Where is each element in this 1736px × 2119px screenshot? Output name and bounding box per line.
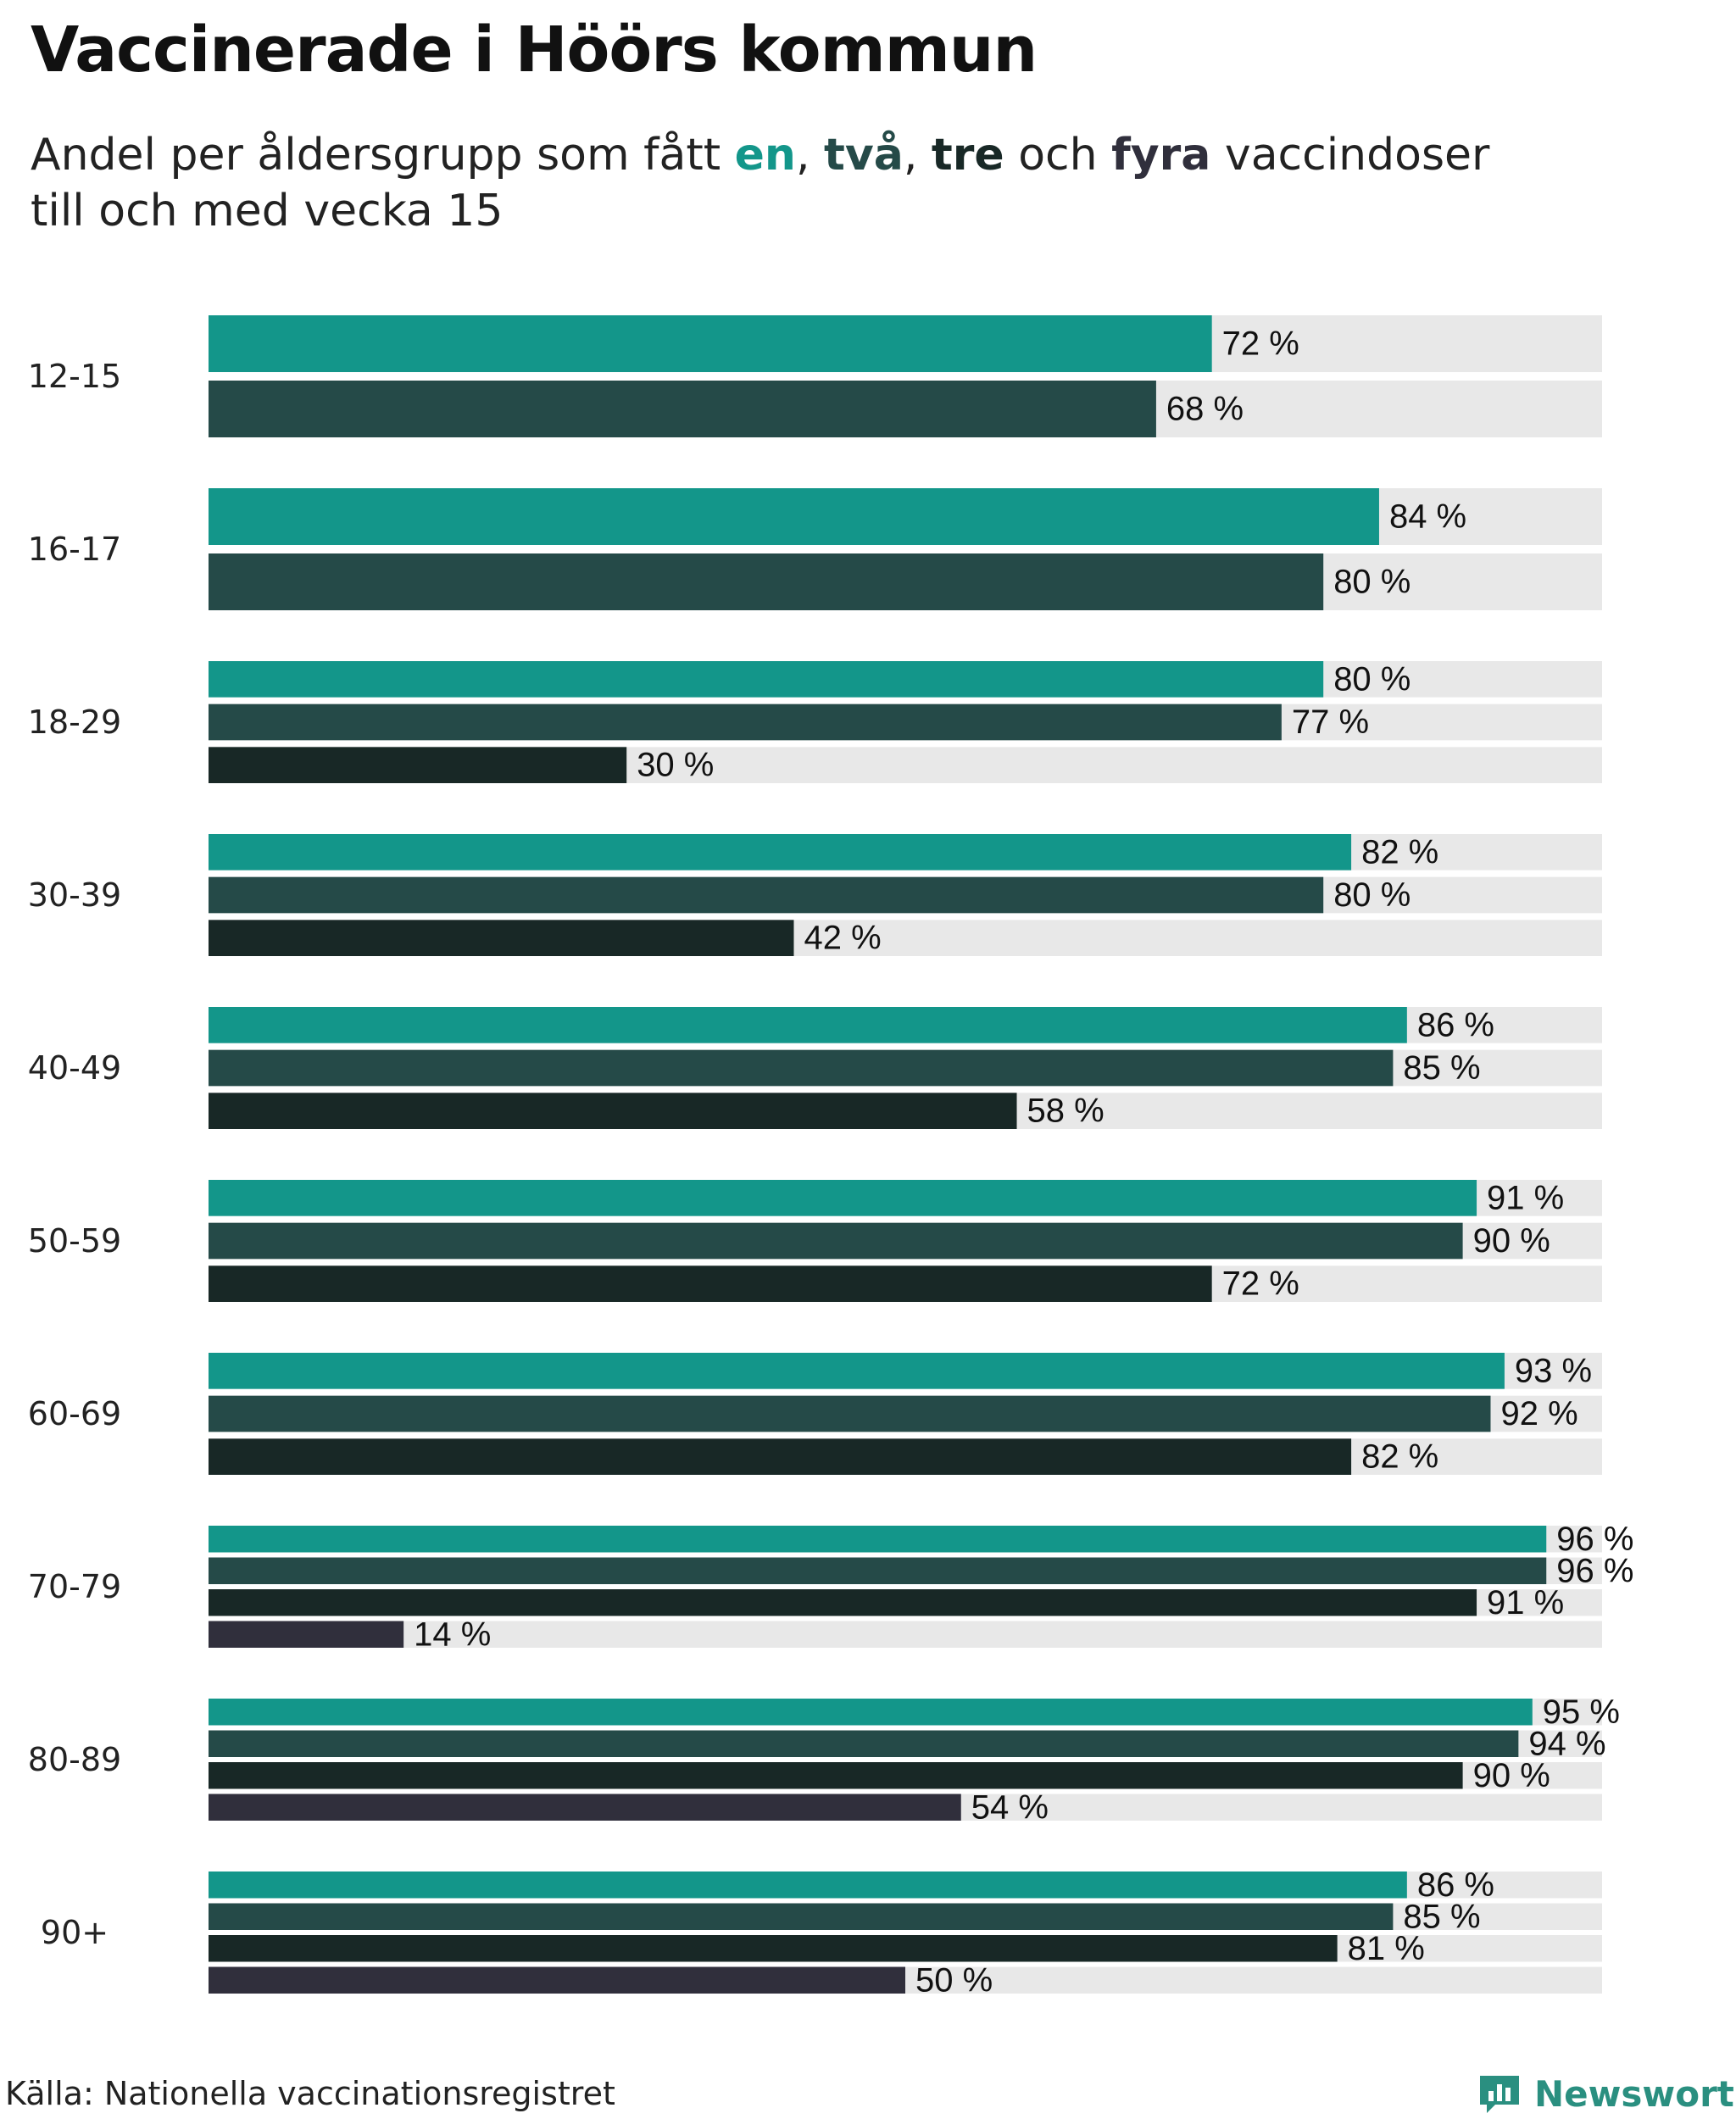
bar-dose-1 xyxy=(209,1180,1477,1216)
bar-dose-1 xyxy=(209,834,1352,870)
bar-dose-2 xyxy=(209,704,1282,741)
bar-dose-3 xyxy=(209,920,794,956)
data-label: 68 % xyxy=(1166,391,1244,428)
category-label: 18-29 xyxy=(28,704,121,741)
data-label: 85 % xyxy=(1403,1898,1480,1935)
category-label: 16-17 xyxy=(28,531,121,568)
bar-dose-1 xyxy=(209,1353,1505,1389)
data-label: 72 % xyxy=(1222,325,1299,363)
brand-name: Newsworthy xyxy=(1534,2072,1736,2115)
bar-dose-2 xyxy=(209,876,1324,914)
data-label: 80 % xyxy=(1333,660,1410,698)
category-label: 90+ xyxy=(41,1914,108,1951)
legend-dose-4: fyra xyxy=(1111,130,1211,181)
subtitle-separator: och xyxy=(1004,130,1112,181)
subtitle-text: vaccindoser xyxy=(1210,130,1490,181)
chart-title: Vaccinerade i Höörs kommun xyxy=(31,14,1038,86)
bar-dose-1 xyxy=(209,488,1379,545)
data-label: 72 % xyxy=(1222,1265,1299,1303)
bar-dose-3 xyxy=(209,1762,1463,1789)
data-label: 54 % xyxy=(971,1788,1049,1826)
data-label: 92 % xyxy=(1500,1395,1577,1432)
chart-subtitle: Andel per åldersgrupp som fått en, två, … xyxy=(31,127,1556,239)
subtitle-text: Andel per åldersgrupp som fått xyxy=(31,130,735,181)
brand-logo: Newsworthy xyxy=(1477,2068,1736,2119)
data-label: 80 % xyxy=(1333,564,1410,601)
bar-dose-2 xyxy=(209,381,1156,437)
bar-dose-2 xyxy=(209,1730,1519,1757)
legend-dose-3: tre xyxy=(931,130,1004,181)
bar-chart: 12-15 72 % 68 % 16-17 84 % 80 % 18-29 80 % 77 % 3… xyxy=(28,315,1633,1999)
data-label: 58 % xyxy=(1027,1093,1104,1130)
category-label: 12-15 xyxy=(28,358,121,395)
category-label: 80-89 xyxy=(28,1741,121,1778)
legend-dose-1: en xyxy=(734,130,796,181)
subtitle-line-2: till och med vecka 15 xyxy=(31,186,504,236)
bar-dose-4 xyxy=(209,1966,905,1994)
data-label: 96 % xyxy=(1556,1552,1633,1589)
data-label: 90 % xyxy=(1473,1757,1550,1794)
data-label: 93 % xyxy=(1515,1352,1592,1389)
bar-dose-2 xyxy=(209,1049,1394,1087)
bar-dose-3 xyxy=(209,747,627,783)
bar-dose-4 xyxy=(209,1794,961,1821)
data-label: 90 % xyxy=(1473,1222,1550,1260)
data-label: 91 % xyxy=(1487,1584,1564,1621)
data-label: 91 % xyxy=(1487,1179,1564,1216)
data-label: 14 % xyxy=(414,1616,491,1653)
bar-dose-1 xyxy=(209,661,1324,698)
category-label: 60-69 xyxy=(28,1395,121,1432)
bar-dose-2 xyxy=(209,1903,1394,1930)
bar-dose-3 xyxy=(209,1589,1477,1616)
bar-dose-3 xyxy=(209,1265,1212,1302)
data-label: 81 % xyxy=(1348,1930,1425,1967)
bar-dose-4 xyxy=(209,1621,404,1648)
data-label: 94 % xyxy=(1528,1725,1605,1762)
bar-dose-2 xyxy=(209,1557,1547,1584)
category-label: 30-39 xyxy=(28,876,121,914)
data-label: 85 % xyxy=(1403,1049,1480,1087)
category-label: 40-49 xyxy=(28,1049,121,1087)
data-label: 80 % xyxy=(1333,876,1410,914)
bar-dose-2 xyxy=(209,553,1324,610)
data-label: 50 % xyxy=(915,1961,993,1999)
data-label: 96 % xyxy=(1556,1521,1633,1558)
data-label: 86 % xyxy=(1417,1866,1494,1904)
bar-dose-1 xyxy=(209,1699,1533,1726)
bar-dose-1 xyxy=(209,1872,1407,1899)
data-label: 95 % xyxy=(1543,1694,1620,1731)
data-label: 30 % xyxy=(637,747,714,784)
bar-dose-1 xyxy=(209,315,1212,372)
bar-track xyxy=(209,1621,1602,1648)
bar-dose-1 xyxy=(209,1007,1407,1043)
legend-dose-2: två xyxy=(824,130,904,181)
category-label: 70-79 xyxy=(28,1568,121,1605)
data-label: 86 % xyxy=(1417,1006,1494,1043)
data-label: 82 % xyxy=(1361,1438,1438,1476)
newsworthy-logo-icon xyxy=(1480,2076,1519,2113)
data-label: 42 % xyxy=(804,920,881,957)
data-label: 84 % xyxy=(1389,498,1466,536)
bar-dose-2 xyxy=(209,1222,1463,1260)
bar-dose-3 xyxy=(209,1935,1338,1962)
bar-dose-2 xyxy=(209,1395,1491,1432)
subtitle-separator: , xyxy=(903,130,932,181)
bar-dose-3 xyxy=(209,1093,1017,1129)
category-label: 50-59 xyxy=(28,1222,121,1260)
data-label: 77 % xyxy=(1292,704,1369,741)
bar-dose-1 xyxy=(209,1526,1547,1553)
source-note: Källa: Nationella vaccinationsregistret xyxy=(5,2075,615,2112)
subtitle-separator: , xyxy=(795,130,825,181)
bar-dose-3 xyxy=(209,1438,1352,1475)
data-label: 82 % xyxy=(1361,833,1438,870)
